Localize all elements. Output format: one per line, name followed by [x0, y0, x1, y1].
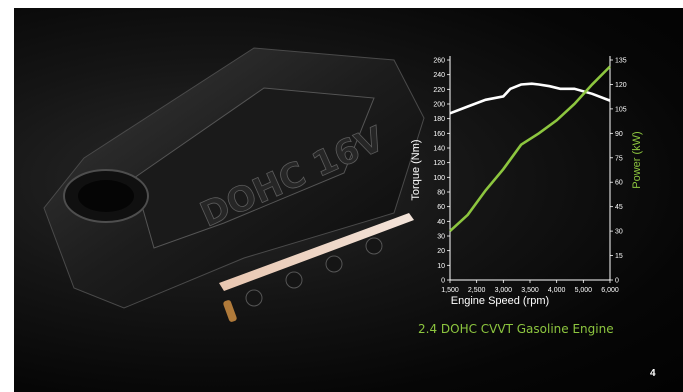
- x-axis-title: Engine Speed (rpm): [451, 295, 549, 307]
- page-number: 4: [650, 368, 656, 379]
- power-tick-label: 75: [615, 155, 623, 162]
- power-tick-label: 30: [615, 229, 623, 236]
- power-tick-label: 120: [615, 82, 627, 89]
- rpm-tick-label: 4,000: [548, 287, 566, 294]
- torque-tick-label: 20: [437, 248, 445, 255]
- rpm-tick-label: 3,500: [521, 287, 539, 294]
- torque-tick-label: 30: [437, 234, 445, 241]
- torque-tick-label: 120: [433, 160, 445, 167]
- torque-tick-label: 10: [437, 263, 445, 270]
- power-axis-ticks: 0 15 30 45 60 75 90 105 120 135: [610, 58, 627, 285]
- power-axis-title: Power (kW): [631, 131, 643, 188]
- torque-tick-label: 0: [441, 278, 445, 285]
- torque-axis-title: Torque (Nm): [410, 139, 422, 200]
- power-tick-label: 45: [615, 204, 623, 211]
- rpm-tick-label: 3,000: [495, 287, 513, 294]
- rpm-tick-label: 6,000: [601, 287, 619, 294]
- torque-tick-label: 140: [433, 146, 445, 153]
- rpm-tick-label: 5,000: [575, 287, 593, 294]
- torque-series-line: [450, 84, 610, 114]
- rpm-axis-ticks: 1,500 2,500 3,000 3,500 4,000 5,000 6,000: [441, 280, 619, 294]
- torque-tick-label: 60: [437, 204, 445, 211]
- torque-tick-label: 40: [437, 219, 445, 226]
- power-tick-label: 0: [615, 278, 619, 285]
- torque-tick-label: 240: [433, 72, 445, 79]
- torque-axis-ticks: 0 10 20 30 40 60 80 100 120 140 160 180 200 220 240 260: [433, 58, 450, 285]
- power-tick-label: 135: [615, 58, 627, 65]
- torque-tick-label: 260: [433, 58, 445, 65]
- power-tick-label: 60: [615, 180, 623, 187]
- engine-caption: 2.4 DOHC CVVT Gasoline Engine: [418, 322, 658, 336]
- torque-tick-label: 200: [433, 102, 445, 109]
- torque-tick-label: 100: [433, 175, 445, 182]
- torque-tick-label: 220: [433, 87, 445, 94]
- torque-tick-label: 80: [437, 190, 445, 197]
- power-series-line: [450, 67, 610, 232]
- power-tick-label: 90: [615, 131, 623, 138]
- rpm-tick-label: 2,500: [468, 287, 486, 294]
- torque-tick-label: 160: [433, 131, 445, 138]
- brochure-panel: DOHC 16V 0 10 20 30 40 60 80 100 120 140 160 180 200…: [14, 8, 683, 392]
- torque-tick-label: 180: [433, 116, 445, 123]
- power-tick-label: 15: [615, 253, 623, 260]
- power-tick-label: 105: [615, 106, 627, 113]
- rpm-tick-label: 1,500: [441, 287, 459, 294]
